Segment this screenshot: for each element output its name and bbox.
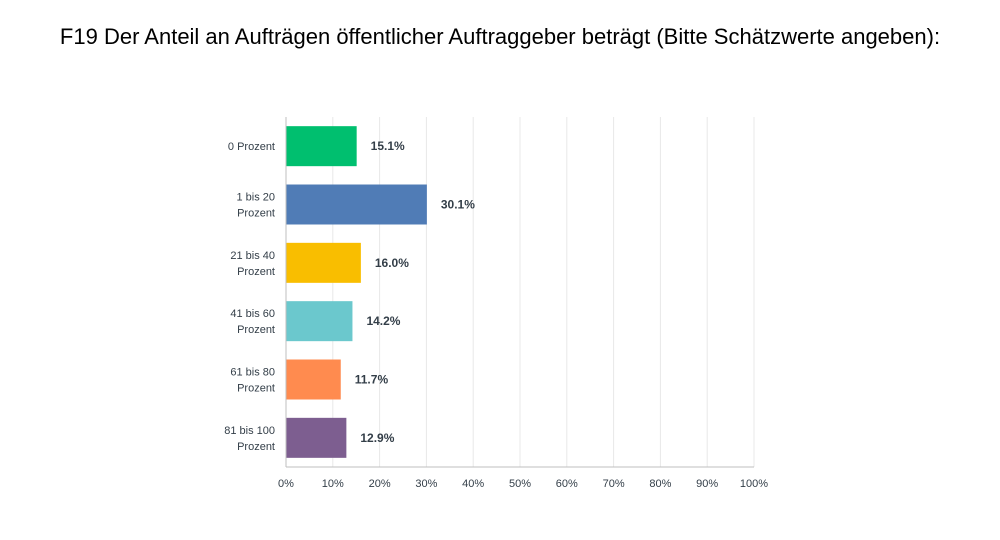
value-label: 11.7% [355, 373, 389, 387]
x-tick-label: 10% [322, 478, 344, 490]
x-tick-label: 80% [649, 478, 671, 490]
value-label: 12.9% [360, 431, 394, 445]
x-tick-label: 30% [415, 478, 437, 490]
x-tick-labels: 0% 10% 20% 30% 40% 50% 60% 70% 80% 90% 100% [278, 478, 768, 490]
x-tick-label: 40% [462, 478, 484, 490]
category-labels: 0 Prozent 1 bis 20 Prozent 21 bis 40 Prozent… [224, 141, 275, 453]
category-label: 41 bis 60 Prozent [230, 308, 275, 336]
x-tick-label: 60% [556, 478, 578, 490]
category-label: 61 bis 80 Prozent [230, 367, 275, 395]
bar [286, 301, 353, 342]
category-label: 21 bis 40 Prozent [230, 250, 275, 278]
value-label: 15.1% [371, 139, 405, 153]
bars [286, 126, 427, 458]
category-label: 0 Prozent [228, 141, 275, 153]
value-labels: 15.1% 30.1% 16.0% 14.2% 11.7% 12.9% [355, 139, 475, 445]
bar [286, 184, 427, 225]
x-tick-label: 50% [509, 478, 531, 490]
bar [286, 242, 361, 283]
bar [286, 126, 357, 167]
gridlines [332, 117, 755, 467]
category-label: 1 bis 20 Prozent [236, 192, 275, 220]
x-tick-label: 100% [740, 478, 768, 490]
x-tick-label: 20% [369, 478, 391, 490]
x-tick-label: 0% [278, 478, 294, 490]
chart-title: F19 Der Anteil an Aufträgen öffentlicher… [59, 24, 941, 49]
category-label: 81 bis 100 Prozent [224, 425, 275, 453]
x-tick-label: 90% [696, 478, 718, 490]
bar [286, 417, 347, 458]
value-label: 30.1% [441, 198, 475, 212]
bar [286, 359, 341, 400]
value-label: 16.0% [375, 256, 409, 270]
x-tick-label: 70% [603, 478, 625, 490]
value-label: 14.2% [366, 314, 400, 328]
